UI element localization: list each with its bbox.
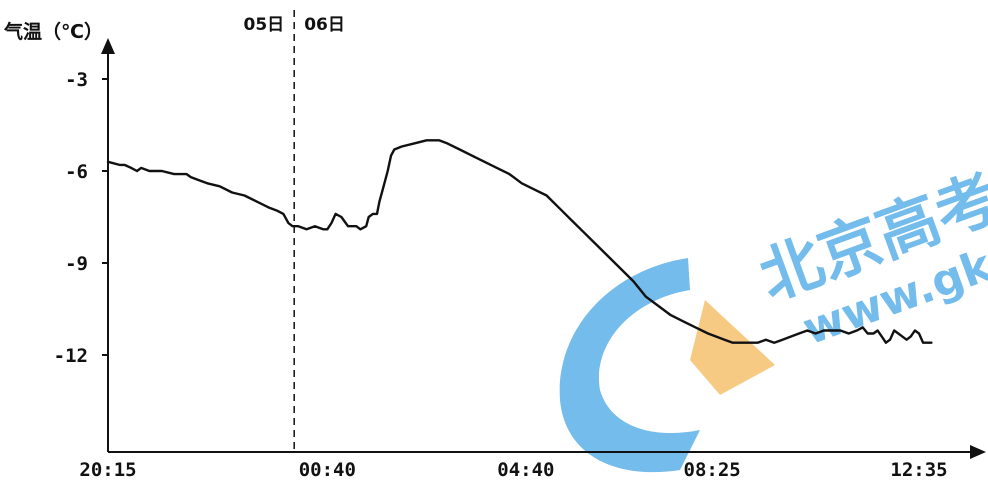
watermark-logo-orange	[690, 300, 775, 395]
day-label-after: 06日	[304, 15, 345, 35]
y-tick-label: -3	[65, 69, 88, 91]
x-ticks: 20:15 00:40 04:40 08:25 12:35	[79, 459, 947, 481]
x-tick-label: 08:25	[684, 459, 741, 481]
y-tick-label: -6	[65, 161, 88, 183]
y-tick-label: -9	[65, 253, 88, 275]
day-label-before: 05日	[244, 15, 285, 35]
x-tick-label: 04:40	[497, 459, 554, 481]
y-tick-label: -12	[54, 345, 88, 367]
watermark-logo-blue	[559, 258, 700, 473]
temperature-series-line	[106, 139, 933, 344]
y-axis-title: 气温（℃）	[3, 20, 103, 43]
x-tick-label: 00:40	[299, 459, 356, 481]
y-axis-arrow	[101, 38, 115, 54]
x-axis-arrow	[970, 445, 986, 459]
y-ticks: -3 -6 -9 -12	[54, 69, 108, 367]
watermark: 北京高考 www.gk	[559, 161, 988, 473]
x-tick-label: 20:15	[79, 459, 136, 481]
x-tick-label: 12:35	[890, 459, 947, 481]
